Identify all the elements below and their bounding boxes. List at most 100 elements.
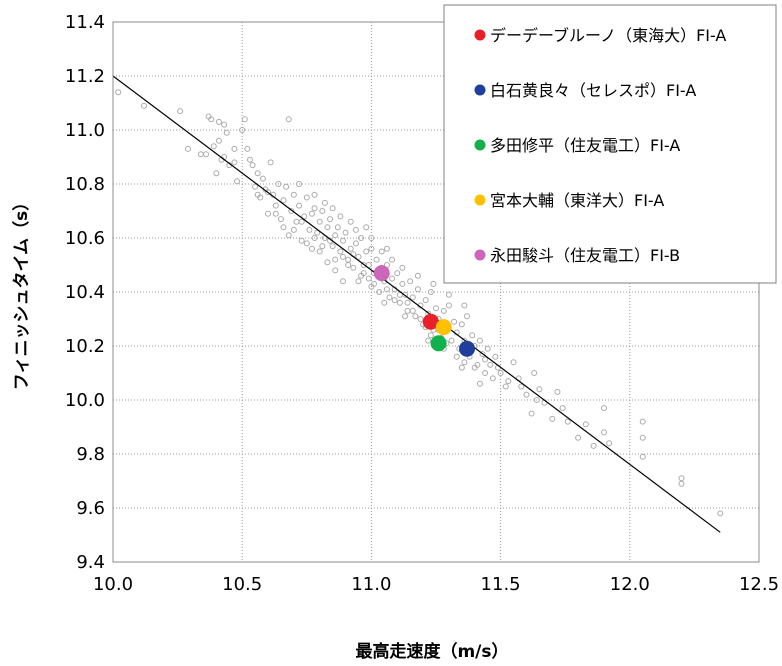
y-tick-label: 10.4: [65, 282, 105, 303]
data-point: [469, 332, 476, 339]
data-point: [308, 245, 315, 252]
data-point: [368, 245, 375, 252]
data-point: [275, 181, 282, 187]
highlight-point: [459, 340, 476, 357]
data-point: [404, 299, 411, 306]
data-point: [536, 386, 543, 393]
data-point: [639, 434, 646, 441]
data-point: [528, 410, 535, 417]
data-point: [363, 248, 370, 255]
data-point: [296, 181, 303, 187]
y-tick-label: 10.2: [65, 336, 105, 357]
data-point: [210, 143, 217, 150]
data-point: [244, 145, 251, 152]
data-point: [590, 442, 597, 449]
data-point: [430, 280, 437, 287]
data-point: [280, 197, 287, 204]
data-point: [337, 213, 344, 220]
data-point: [339, 278, 346, 285]
data-point: [115, 89, 122, 96]
legend: デーデーブルーノ（東海大）FI-A 白石黄良々（セレスポ）FI-A 多田修平（住友電…: [443, 4, 777, 284]
x-tick-label: 10.0: [93, 574, 133, 595]
data-point: [321, 199, 328, 206]
data-point: [396, 299, 403, 306]
data-point: [383, 245, 390, 252]
data-point: [368, 235, 375, 241]
data-point: [221, 121, 228, 128]
y-tick-label: 11.2: [65, 66, 105, 87]
data-point: [531, 370, 538, 376]
data-point: [316, 218, 323, 225]
plot-area-frame: [112, 21, 760, 563]
data-point: [476, 337, 483, 344]
data-point: [376, 289, 383, 295]
data-point: [239, 127, 246, 133]
data-point: [223, 129, 230, 136]
data-point: [461, 302, 468, 309]
data-point: [479, 351, 486, 358]
y-tick-label: 9.4: [76, 552, 105, 573]
legend-label: 宮本大輔（東洋大）FI-A: [490, 191, 664, 210]
y-tick-label: 9.8: [76, 444, 105, 465]
data-point: [717, 510, 724, 517]
data-point: [678, 480, 685, 487]
data-point: [365, 275, 372, 282]
data-point: [277, 216, 284, 223]
data-point: [267, 159, 274, 166]
data-point: [332, 267, 339, 274]
data-point: [254, 170, 261, 177]
data-point: [360, 262, 367, 268]
legend-marker: [474, 84, 486, 96]
data-point: [417, 316, 424, 322]
data-point: [492, 353, 499, 360]
data-point: [381, 299, 388, 306]
data-point: [347, 218, 354, 225]
data-point: [246, 156, 253, 163]
data-point: [208, 116, 215, 123]
legend-marker: [474, 194, 486, 206]
x-tick-label: 12.5: [739, 574, 779, 595]
data-point: [249, 162, 256, 169]
y-axis-ticks: 9.4 9.6 9.8 10.0 10.2 10.4 10.6 10.8 11.0 11.2 11.…: [65, 12, 105, 573]
data-point: [283, 183, 290, 190]
data-point: [311, 205, 318, 212]
data-point: [231, 145, 238, 152]
legend-label: デーデーブルーノ（東海大）FI-A: [490, 26, 726, 45]
data-point: [639, 418, 646, 425]
y-tick-label: 10.8: [65, 174, 105, 195]
data-point: [600, 429, 607, 436]
data-point: [339, 253, 346, 260]
data-point: [523, 391, 530, 398]
data-point: [484, 345, 491, 352]
data-point: [303, 240, 310, 247]
data-point: [461, 359, 468, 366]
data-point: [234, 178, 241, 185]
y-tick-label: 11.4: [65, 12, 105, 33]
data-point: [464, 313, 471, 320]
data-point: [358, 235, 365, 241]
data-point: [285, 116, 292, 123]
data-point: [582, 421, 589, 428]
data-point: [296, 202, 303, 209]
x-axis-ticks: 10.0 10.5 11.0 11.5 12.0 12.5: [93, 574, 779, 595]
data-point: [383, 286, 390, 293]
data-point: [389, 256, 396, 263]
data-point: [533, 397, 540, 403]
data-point: [272, 210, 279, 217]
data-point: [422, 297, 429, 304]
highlight-point: [430, 335, 447, 352]
x-axis-title: 最高走速度（m/s）: [355, 641, 508, 662]
data-point: [203, 151, 210, 158]
data-point: [399, 264, 406, 271]
x-tick-label: 11.0: [351, 574, 391, 595]
data-point: [231, 159, 238, 166]
data-point: [327, 216, 334, 223]
x-tick-label: 10.5: [222, 574, 262, 595]
data-point: [298, 237, 305, 244]
data-point: [332, 256, 339, 263]
data-point: [482, 356, 489, 363]
legend-marker: [474, 29, 486, 41]
data-point: [401, 313, 408, 320]
data-point: [347, 245, 354, 252]
